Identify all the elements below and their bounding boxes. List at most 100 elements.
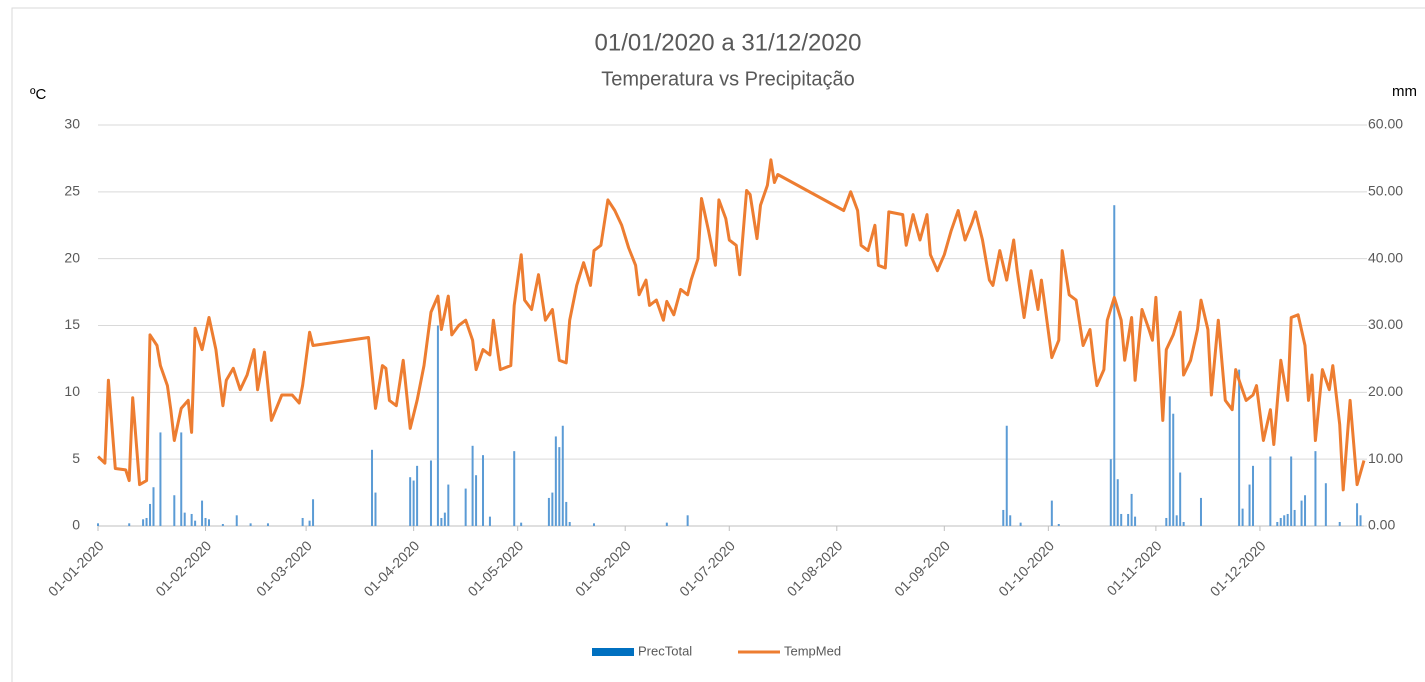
bar [1276, 521, 1279, 526]
bar [1002, 509, 1005, 526]
bar [1359, 515, 1362, 526]
bar [159, 432, 162, 526]
bar [436, 325, 439, 526]
bar [180, 432, 183, 526]
y-tick-label: 10 [64, 383, 80, 399]
bar [1304, 495, 1307, 526]
bar [1134, 516, 1137, 526]
y2-tick-label: 50.00 [1368, 183, 1403, 199]
bar [1172, 413, 1175, 526]
bar [1199, 497, 1202, 526]
bar [374, 492, 377, 526]
bar [183, 512, 186, 526]
bar [97, 523, 99, 526]
bar [190, 513, 193, 526]
bar [547, 497, 550, 526]
bar [440, 517, 443, 526]
bar [1269, 456, 1272, 526]
bar [1283, 515, 1286, 526]
bar [592, 523, 595, 526]
bar [1175, 515, 1178, 526]
bar [1057, 523, 1060, 526]
chart-subtitle: Temperatura vs Precipitação [601, 68, 854, 90]
bar [145, 517, 148, 526]
y-tick-label: 25 [64, 183, 80, 199]
y2-tick-label: 20.00 [1368, 383, 1403, 399]
bar [266, 523, 269, 526]
bar [686, 515, 689, 526]
bar [1293, 509, 1296, 526]
bar [1019, 522, 1022, 526]
bar [412, 480, 415, 526]
bar [308, 520, 311, 526]
bar [1127, 513, 1130, 526]
chart-title: 01/01/2020 a 31/12/2020 [595, 29, 862, 56]
bar [416, 465, 419, 526]
bar [464, 488, 467, 526]
bar [1165, 517, 1168, 526]
bar [568, 521, 571, 526]
chart-frame [11, 7, 1425, 682]
bar [1252, 465, 1255, 526]
bar [471, 445, 474, 526]
bar [520, 522, 523, 526]
bar [1356, 503, 1359, 526]
y-tick-label: 5 [72, 450, 80, 466]
bar [554, 436, 557, 526]
legend-label: TempMed [784, 643, 841, 658]
y2-tick-label: 0.00 [1368, 517, 1395, 533]
bar [149, 503, 152, 526]
bar [173, 495, 176, 526]
y-tick-label: 15 [64, 316, 80, 332]
bar [1241, 508, 1244, 526]
bar [565, 501, 568, 526]
bar [447, 484, 450, 526]
bar [1238, 369, 1241, 526]
bar [665, 522, 668, 526]
bar [1168, 396, 1171, 526]
bar [1009, 515, 1012, 526]
bar [1338, 521, 1341, 526]
y2-tick-label: 10.00 [1368, 450, 1403, 466]
bar [1179, 472, 1182, 526]
bar [1113, 205, 1116, 526]
bar [1248, 484, 1251, 526]
y2-tick-label: 30.00 [1368, 316, 1403, 332]
bar [475, 475, 478, 526]
bar [235, 515, 238, 526]
bar [312, 499, 315, 526]
bar [194, 520, 197, 526]
bar [561, 425, 564, 526]
y-axis-label: ºC [30, 86, 46, 103]
y2-axis-label: mm [1392, 83, 1417, 100]
bar [301, 517, 304, 526]
bar [1005, 425, 1008, 526]
y-tick-label: 20 [64, 249, 80, 265]
bar [482, 455, 485, 526]
bar [201, 500, 204, 526]
bar [1130, 493, 1133, 526]
bar [443, 512, 446, 526]
bar [142, 519, 145, 526]
bar [1300, 500, 1303, 526]
bar [249, 523, 252, 526]
bar [152, 487, 155, 526]
bar [1286, 513, 1289, 526]
bar [1314, 451, 1317, 526]
bar [1324, 483, 1327, 526]
legend-label: PrecTotal [638, 643, 692, 658]
bar [1109, 459, 1112, 526]
bar [1116, 479, 1119, 526]
bar [409, 477, 412, 526]
bar [429, 460, 432, 526]
bar [1120, 513, 1123, 526]
bar [1182, 521, 1185, 526]
bar [1290, 456, 1293, 526]
bar [1279, 517, 1282, 526]
legend-swatch [592, 648, 634, 656]
bar [513, 451, 516, 526]
bar [488, 516, 491, 526]
y2-tick-label: 60.00 [1368, 116, 1403, 132]
bar [204, 517, 207, 526]
